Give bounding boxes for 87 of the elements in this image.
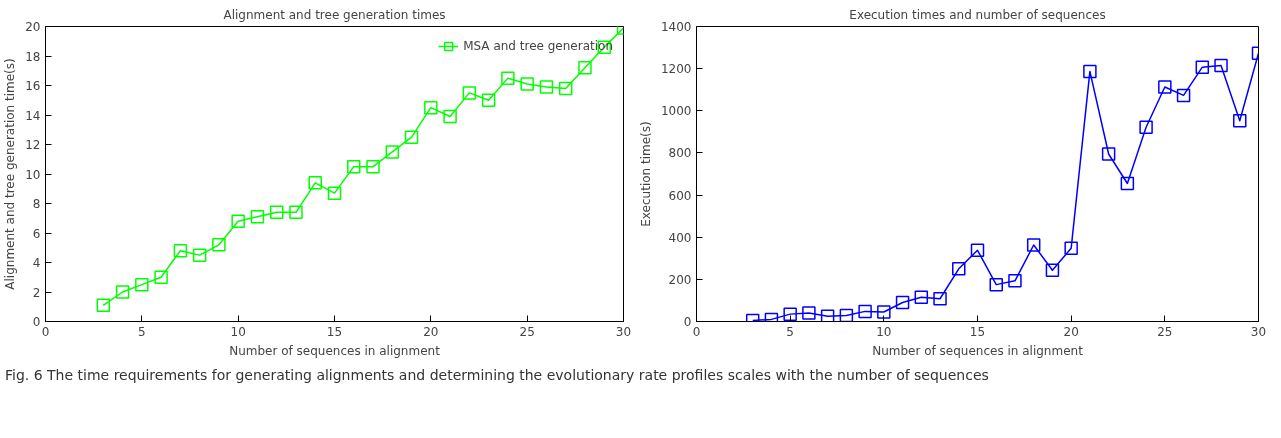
point	[539, 80, 554, 94]
x-tick-label: 25	[519, 324, 535, 339]
point	[578, 61, 592, 75]
y-tick-label: 0	[32, 315, 41, 329]
point	[1214, 58, 1228, 73]
chart-title: Execution times and number of sequences	[849, 7, 1106, 22]
x-axis-title: Number of sequences in alignment	[872, 343, 1084, 358]
point	[1101, 147, 1116, 161]
point	[173, 243, 188, 258]
x-tick-label: 15	[326, 324, 343, 339]
chart-title: Alignment and tree generation times	[223, 7, 446, 22]
point	[115, 285, 130, 299]
caption: Fig. 6 The time requirements for generating alignments and determining the evolutionary rate profiles scales with the number of sequences	[5, 366, 989, 385]
x-tick-label: 5	[786, 324, 794, 339]
point	[212, 238, 226, 252]
y-tick-label: 1400	[660, 20, 692, 34]
point	[933, 291, 947, 306]
y-axis-title: Alignment and tree generation time(s)	[3, 58, 18, 290]
point	[289, 205, 303, 220]
point	[520, 77, 534, 91]
point	[481, 93, 496, 107]
point	[385, 145, 400, 159]
x-tick-label: 20	[423, 324, 439, 339]
point	[462, 86, 477, 100]
x-tick-label: 25	[1157, 324, 1173, 339]
point	[347, 159, 361, 174]
point	[802, 306, 816, 320]
point	[1120, 176, 1135, 191]
point	[858, 304, 872, 319]
point	[877, 305, 891, 319]
point	[952, 262, 966, 276]
point	[424, 100, 438, 115]
point	[1139, 120, 1153, 134]
point	[783, 307, 797, 321]
point	[269, 205, 284, 220]
point	[96, 298, 111, 313]
point	[154, 270, 168, 284]
y-tick-label: 800	[668, 146, 692, 161]
x-tick-label: 30	[1250, 324, 1267, 339]
x-axis-title: Number of sequences in alignment	[229, 343, 441, 358]
point	[366, 159, 380, 174]
y-tick-label: 2	[32, 285, 41, 300]
x-tick-label: 20	[1063, 324, 1079, 339]
y-tick-label: 16	[25, 79, 41, 93]
point	[970, 243, 985, 258]
point	[192, 248, 207, 262]
point	[308, 176, 322, 190]
point	[404, 130, 419, 144]
x-tick-label: 10	[230, 324, 246, 339]
y-tick-label: 0	[683, 315, 692, 329]
x-tick-label: 5	[138, 324, 146, 339]
point	[1233, 113, 1247, 128]
point	[1026, 238, 1041, 252]
point	[1176, 88, 1191, 103]
y-tick-label: 10	[25, 167, 41, 182]
point	[1064, 241, 1078, 255]
point	[501, 71, 515, 85]
point	[895, 295, 910, 310]
point	[989, 277, 1003, 292]
y-tick-label: 8	[32, 197, 41, 211]
y-tick-label: 12	[25, 138, 41, 152]
y-tick-label: 200	[668, 272, 692, 287]
point	[250, 210, 265, 224]
y-tick-label: 1200	[660, 62, 692, 77]
y-tick-label: 6	[32, 226, 41, 241]
y-tick-label: 600	[668, 188, 692, 203]
point	[1195, 60, 1210, 74]
point	[1008, 274, 1022, 288]
y-tick-label: 20	[25, 20, 41, 34]
point	[914, 290, 929, 305]
x-tick-label: 15	[969, 324, 986, 339]
y-tick-label: 14	[25, 108, 41, 123]
y-tick-label: 18	[25, 49, 41, 64]
y-axis-title: Execution time(s)	[638, 121, 653, 227]
point	[1045, 263, 1060, 278]
y-tick-label: 400	[668, 230, 692, 245]
point	[1083, 64, 1097, 79]
x-tick-label: 30	[615, 324, 632, 339]
y-tick-label: 4	[32, 256, 41, 270]
point	[327, 186, 342, 200]
point	[135, 277, 149, 292]
x-tick-label: 10	[876, 324, 892, 339]
point	[443, 109, 457, 124]
point	[1158, 80, 1172, 94]
point	[231, 214, 245, 228]
point	[558, 81, 573, 96]
y-tick-label: 1000	[660, 104, 692, 119]
